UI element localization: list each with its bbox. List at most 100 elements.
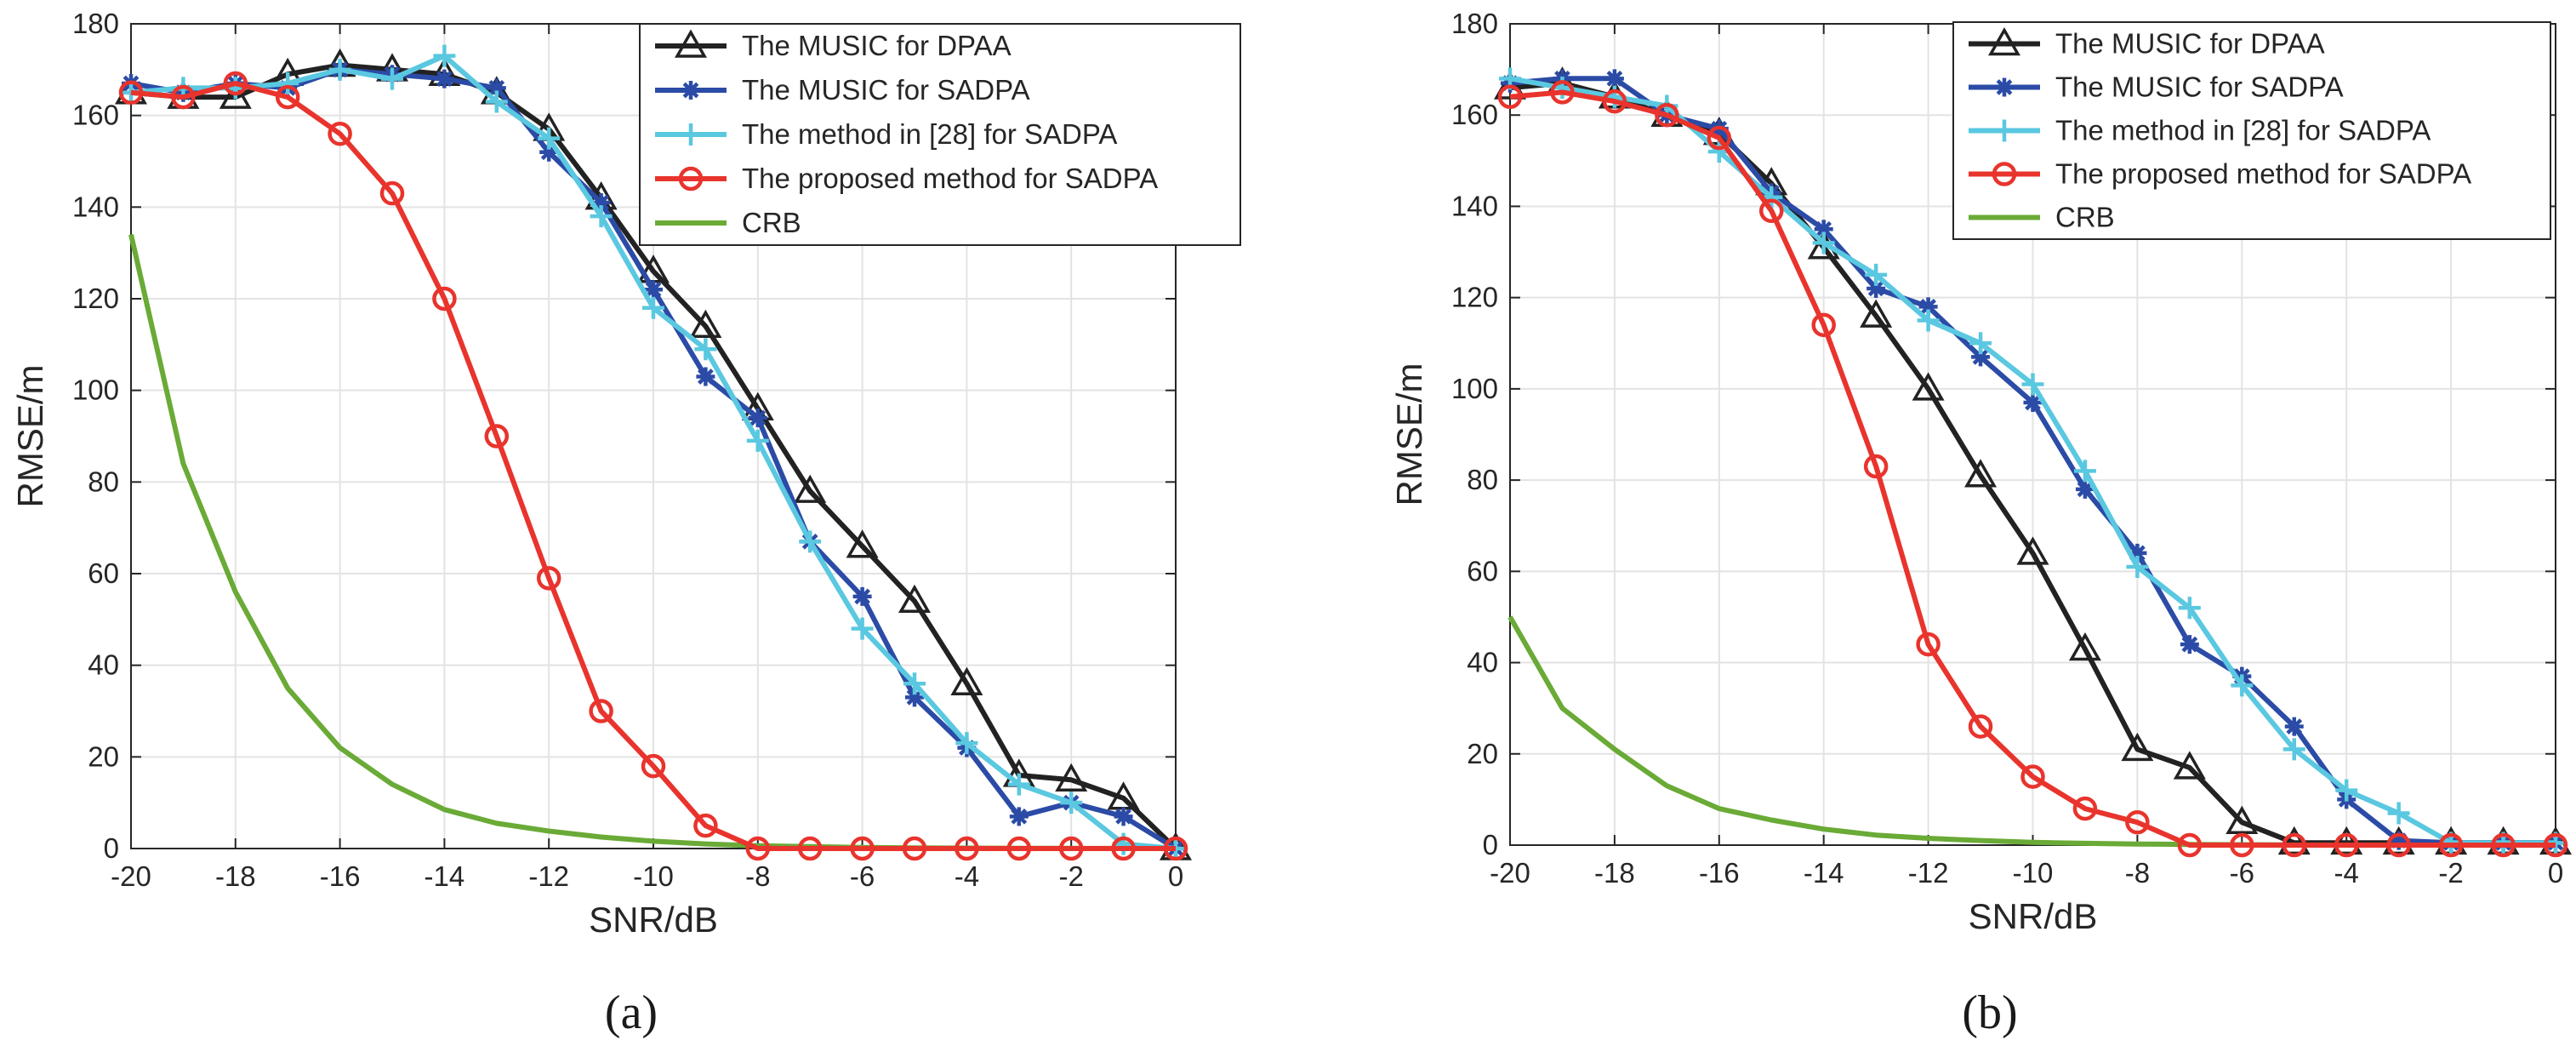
series-line	[1509, 89, 2556, 848]
y-tick-label: 120	[72, 283, 119, 314]
data-point	[589, 699, 613, 723]
data-point	[1060, 792, 1083, 814]
data-point-center	[492, 83, 501, 93]
data-point	[432, 286, 457, 311]
legend-box	[1952, 21, 2551, 240]
data-point	[379, 180, 405, 206]
legend-marker	[680, 123, 702, 146]
panel-caption: (b)	[1962, 986, 2017, 1039]
x-tick-label: -16	[320, 860, 361, 892]
legend-label: The method in [28] for SADPA	[2055, 115, 2431, 146]
legend-label: The proposed method for SADPA	[2055, 158, 2471, 190]
data-point	[538, 127, 561, 150]
data-point	[275, 84, 300, 110]
data-point	[2125, 809, 2150, 835]
data-point-center	[2080, 484, 2089, 494]
data-point-center	[1923, 302, 1933, 311]
legend-box	[639, 23, 1241, 246]
data-point	[693, 813, 718, 838]
data-point	[955, 732, 978, 755]
series-3	[118, 71, 1188, 861]
legend-marker-center	[2000, 83, 2009, 92]
legend-label: The MUSIC for DPAA	[742, 30, 1012, 61]
data-point	[2438, 832, 2464, 858]
y-tick-label: 80	[1467, 464, 1498, 495]
data-point	[1863, 454, 1889, 479]
data-point	[1163, 836, 1188, 861]
data-point	[1917, 309, 1940, 332]
data-point	[2231, 674, 2254, 697]
data-point-center	[858, 592, 867, 601]
series-3	[1497, 80, 2568, 858]
data-point	[846, 529, 879, 558]
data-point	[794, 474, 827, 503]
data-point-center	[753, 413, 762, 422]
x-tick-label: -8	[745, 860, 770, 892]
data-point	[1058, 836, 1084, 861]
data-point-center	[2133, 548, 2142, 557]
data-point	[745, 836, 771, 861]
legend-item: The proposed method for SADPA	[655, 163, 1158, 194]
data-point	[2230, 832, 2254, 858]
x-axis-label: SNR/dB	[1969, 896, 2098, 936]
x-tick-label: 0	[2548, 857, 2563, 889]
data-point-center	[701, 372, 710, 381]
data-point	[1969, 332, 1992, 355]
data-point	[2334, 832, 2359, 858]
x-tick-label: -14	[425, 860, 465, 892]
data-point	[2020, 764, 2045, 789]
series-line	[130, 81, 1176, 851]
legend: The MUSIC for DPAA The MUSIC for SADPA The…	[639, 23, 1241, 246]
data-point	[2178, 597, 2201, 620]
data-point	[1493, 71, 1527, 100]
x-axis-label: SNR/dB	[589, 900, 718, 940]
series-line	[130, 62, 1178, 851]
legend-item: The method in [28] for SADPA	[655, 118, 1117, 150]
data-point	[536, 566, 561, 591]
y-tick-label: 60	[1467, 555, 1498, 586]
data-point	[903, 672, 926, 695]
legend-item: CRB	[1969, 202, 2115, 233]
data-point	[2335, 779, 2358, 802]
data-point-center	[1610, 74, 1619, 83]
y-tick-label: 0	[104, 832, 119, 864]
ticks: -20 -18 -16 -14 -12 -10 -8 -6 -4 -2 00204060801001…	[72, 8, 1183, 892]
data-point	[851, 617, 874, 640]
chart-panel-a: -20 -18 -16 -14 -12 -10 -8 -6 -4 -2 00204060801001…	[10, 8, 1241, 1039]
legend-label: CRB	[2055, 202, 2115, 233]
data-point	[1655, 102, 1679, 128]
legend-label: The proposed method for SADPA	[742, 163, 1158, 194]
data-point	[950, 666, 983, 695]
data-point-center	[1119, 812, 1128, 821]
data-point	[2126, 555, 2149, 578]
data-point	[955, 836, 979, 861]
data-point	[2121, 732, 2154, 762]
data-point	[2277, 826, 2311, 855]
data-point	[1912, 372, 1945, 401]
y-tick-label: 100	[72, 374, 119, 406]
legend-item: The MUSIC for DPAA	[655, 29, 1012, 61]
data-point-center	[1014, 812, 1023, 821]
data-point	[328, 58, 351, 81]
y-tick-label: 40	[1467, 647, 1498, 678]
y-tick-label: 100	[1451, 373, 1498, 404]
data-point	[1865, 263, 1888, 286]
data-point-center	[1872, 283, 1881, 293]
data-point	[1811, 312, 1836, 338]
legend-marker	[1987, 26, 2021, 56]
x-tick-label: -12	[1908, 857, 1949, 889]
data-point	[1007, 773, 1030, 796]
x-tick-label: -14	[1804, 857, 1844, 889]
data-point	[689, 309, 722, 339]
data-point-center	[544, 147, 554, 157]
data-point	[902, 836, 927, 861]
legend-marker	[1992, 162, 2017, 186]
data-point	[898, 584, 932, 614]
x-tick-label: -20	[111, 860, 151, 892]
data-point	[641, 753, 666, 779]
data-point	[2491, 832, 2516, 858]
data-point	[2282, 738, 2305, 761]
ticks: -20 -18 -16 -14 -12 -10 -8 -6 -4 -2 00204060801001…	[1451, 8, 2563, 889]
legend-label: The MUSIC for DPAA	[2055, 28, 2325, 60]
